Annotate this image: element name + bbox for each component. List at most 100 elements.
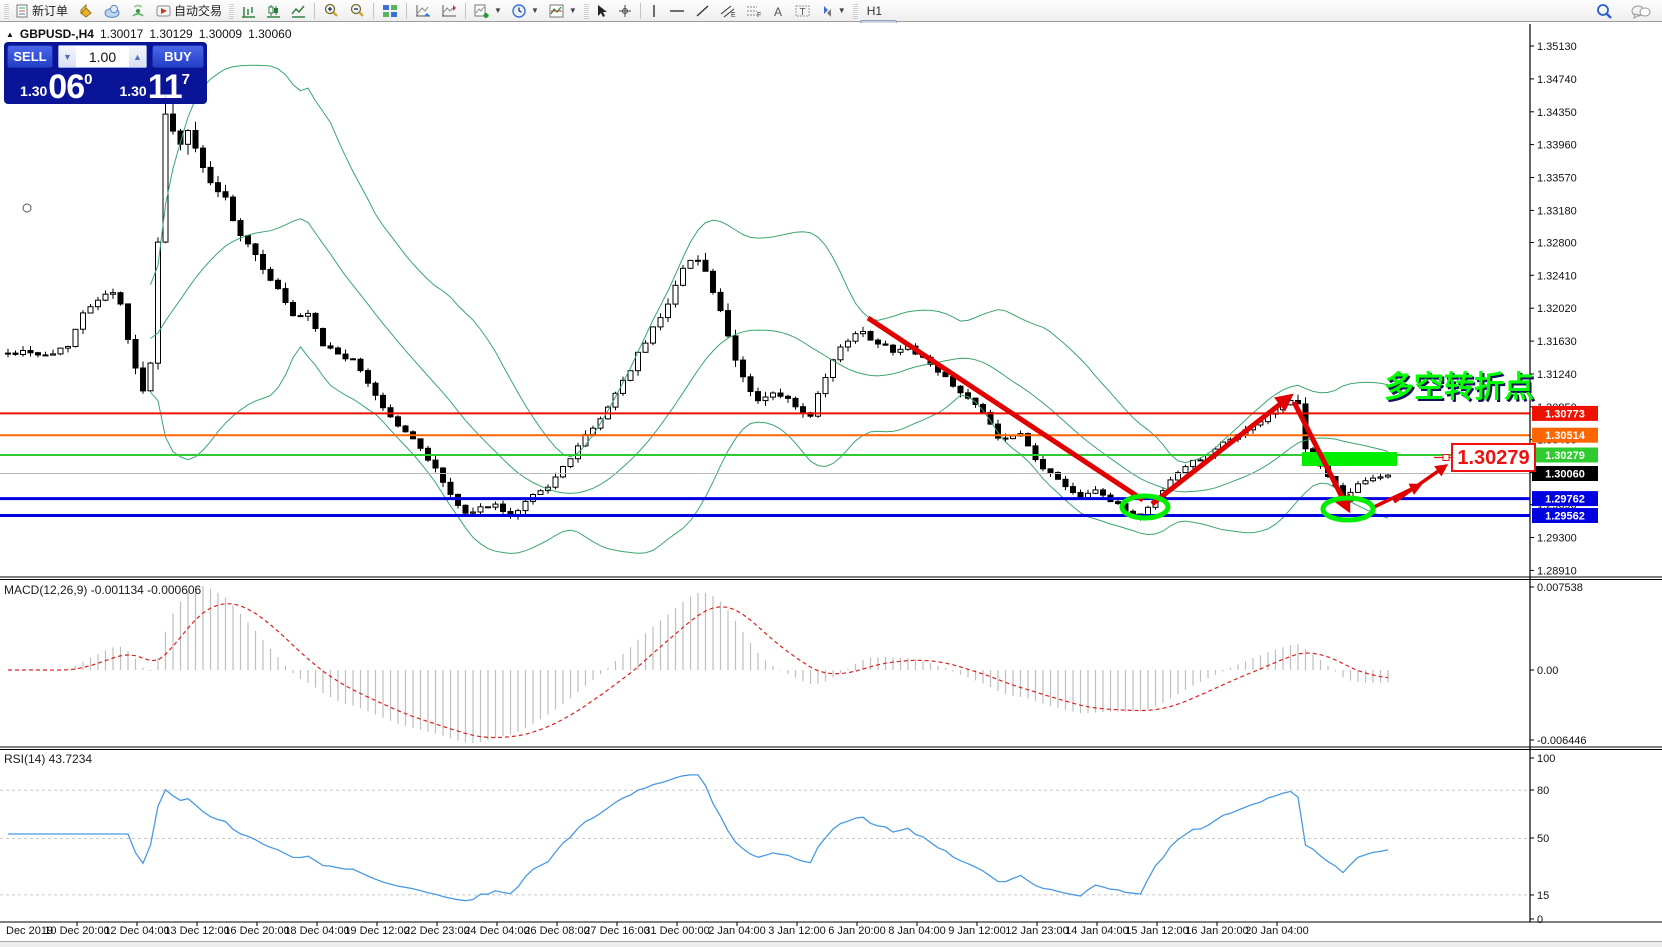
symbol-name: GBPUSD-,H4 xyxy=(19,27,94,41)
time-axis-label: 27 Dec 16:00 xyxy=(584,925,649,937)
highlight-ellipse[interactable] xyxy=(1119,493,1171,521)
time-axis-label: 6 Jan 20:00 xyxy=(828,925,886,937)
price-axis-label: 1.32020 xyxy=(1537,303,1577,315)
tile-windows-button[interactable] xyxy=(377,1,403,20)
text-button[interactable]: A xyxy=(767,1,790,20)
volume-input[interactable] xyxy=(76,46,129,67)
note-text[interactable]: 多空转折点 xyxy=(1384,371,1534,404)
signals-button[interactable] xyxy=(125,1,151,20)
chart-shift-button[interactable] xyxy=(436,1,462,20)
sketch-arrow[interactable] xyxy=(1392,464,1449,504)
sell-price[interactable]: 1.30 06 0 xyxy=(7,69,106,104)
chat-button[interactable] xyxy=(1626,2,1656,21)
trend-arrow[interactable] xyxy=(1291,400,1351,514)
price-callout-box[interactable] xyxy=(1451,443,1536,472)
indicators-button[interactable]: ▼ xyxy=(544,1,582,20)
autotrading-icon xyxy=(156,4,171,18)
bar-chart-button[interactable] xyxy=(236,1,261,20)
buy-price-prefix: 1.30 xyxy=(119,83,147,99)
toolbar-grip[interactable] xyxy=(229,2,235,19)
autotrading-label: 自动交易 xyxy=(174,4,223,18)
time-axis-label: 8 Jan 04:00 xyxy=(888,925,946,937)
svg-text:1.29562: 1.29562 xyxy=(1545,510,1585,522)
fibonacci-button[interactable]: F xyxy=(741,1,767,20)
sell-price-prefix: 1.30 xyxy=(20,83,48,99)
trendline-button[interactable] xyxy=(690,1,715,20)
new-chart-icon xyxy=(474,4,490,18)
time-axis-label: 16 Dec 20:00 xyxy=(224,925,289,937)
ohlc-close: 1.30060 xyxy=(248,27,292,41)
price-axis-label: 1.28910 xyxy=(1537,565,1577,577)
highlight-ellipse[interactable] xyxy=(1320,495,1376,523)
rsi-axis-label: 100 xyxy=(1537,753,1555,765)
volume-increase-button[interactable]: ▲ xyxy=(129,46,146,67)
trend-arrow[interactable] xyxy=(1150,393,1294,506)
time-axis-label: 10 Dec 20:00 xyxy=(44,925,109,937)
time-axis-label: 3 Jan 12:00 xyxy=(768,925,826,937)
autotrading-button[interactable]: 自动交易 xyxy=(151,1,227,20)
zoom-out-button[interactable] xyxy=(344,1,370,20)
channel-icon: E xyxy=(720,4,736,18)
svg-text:1.30514: 1.30514 xyxy=(1545,430,1586,442)
search-button[interactable] xyxy=(1591,2,1618,21)
toolbar-grip[interactable] xyxy=(583,2,589,19)
vline-button[interactable] xyxy=(644,1,664,20)
text-label-button[interactable]: T xyxy=(790,1,815,20)
arrows-button[interactable]: ▼ xyxy=(815,1,851,20)
svg-text:E: E xyxy=(731,12,736,18)
market-button[interactable] xyxy=(73,1,99,20)
time-axis-label: 12 Dec 04:00 xyxy=(104,925,169,937)
collapse-triangle-icon[interactable]: ▲ xyxy=(6,29,14,39)
price-tag-1.30279: 1.30279 xyxy=(1532,447,1598,463)
green-highlight-box[interactable] xyxy=(1302,452,1397,466)
cursor-icon xyxy=(596,4,608,18)
crosshair-icon xyxy=(618,4,632,18)
svg-text:1.30060: 1.30060 xyxy=(1545,468,1585,480)
codebase-button[interactable] xyxy=(99,1,125,20)
time-axis-label: 15 Jan 12:00 xyxy=(1125,925,1189,937)
chart-area[interactable]: 0.007538 0.00 -0.006446 100 80 50 15 0 1.35130 1.… xyxy=(0,23,1662,941)
volume-decrease-button[interactable]: ▼ xyxy=(59,46,76,67)
candle-chart-button[interactable] xyxy=(261,1,286,20)
channel-button[interactable]: E xyxy=(715,1,741,20)
sell-button[interactable]: SELL xyxy=(7,45,53,68)
svg-text:T: T xyxy=(799,7,805,18)
hline-button[interactable] xyxy=(664,1,690,20)
new-chart-button[interactable]: ▼ xyxy=(469,1,507,20)
dropdown-caret: ▼ xyxy=(568,6,577,15)
time-axis-label: 18 Dec 04:00 xyxy=(284,925,349,937)
buy-button[interactable]: BUY xyxy=(152,45,204,68)
line-chart-button[interactable] xyxy=(286,1,311,20)
timeframe-h1[interactable]: H1 xyxy=(866,3,883,18)
price-tag-1.30773: 1.30773 xyxy=(1532,405,1598,421)
autoscroll-button[interactable] xyxy=(410,1,436,20)
zoom-in-button[interactable] xyxy=(318,1,344,20)
svg-text:1.30773: 1.30773 xyxy=(1545,408,1585,420)
new-order-button[interactable]: 新订单 xyxy=(11,1,73,20)
candle-chart-icon xyxy=(266,4,281,18)
zoom-out-icon xyxy=(349,3,365,18)
dropdown-caret: ▼ xyxy=(837,6,846,15)
price-axis-label: 1.33570 xyxy=(1537,173,1577,185)
price-tag-1.29562: 1.29562 xyxy=(1532,508,1598,523)
crosshair-button[interactable] xyxy=(613,1,637,20)
tile-windows-icon xyxy=(382,4,398,18)
object-marker[interactable] xyxy=(22,203,32,213)
buy-price[interactable]: 1.30 11 7 xyxy=(106,69,205,104)
toolbar-grip[interactable] xyxy=(4,2,9,19)
toolbar-grip[interactable] xyxy=(852,2,858,19)
macd-axis-label: 0.00 xyxy=(1537,665,1558,677)
time-axis-label: 14 Jan 04:00 xyxy=(1065,925,1129,937)
chart-shift-icon xyxy=(441,4,457,18)
market-icon xyxy=(78,3,94,18)
time-axis-label: 2 Jan 04:00 xyxy=(708,925,766,937)
hline-icon xyxy=(669,4,685,18)
trend-arrow[interactable] xyxy=(866,315,1145,503)
price-axis-label: 1.33180 xyxy=(1537,205,1577,217)
cursor-button[interactable] xyxy=(591,1,613,20)
price-tag-1.30514: 1.30514 xyxy=(1532,427,1598,443)
profiles-button[interactable]: ▼ xyxy=(507,1,544,20)
